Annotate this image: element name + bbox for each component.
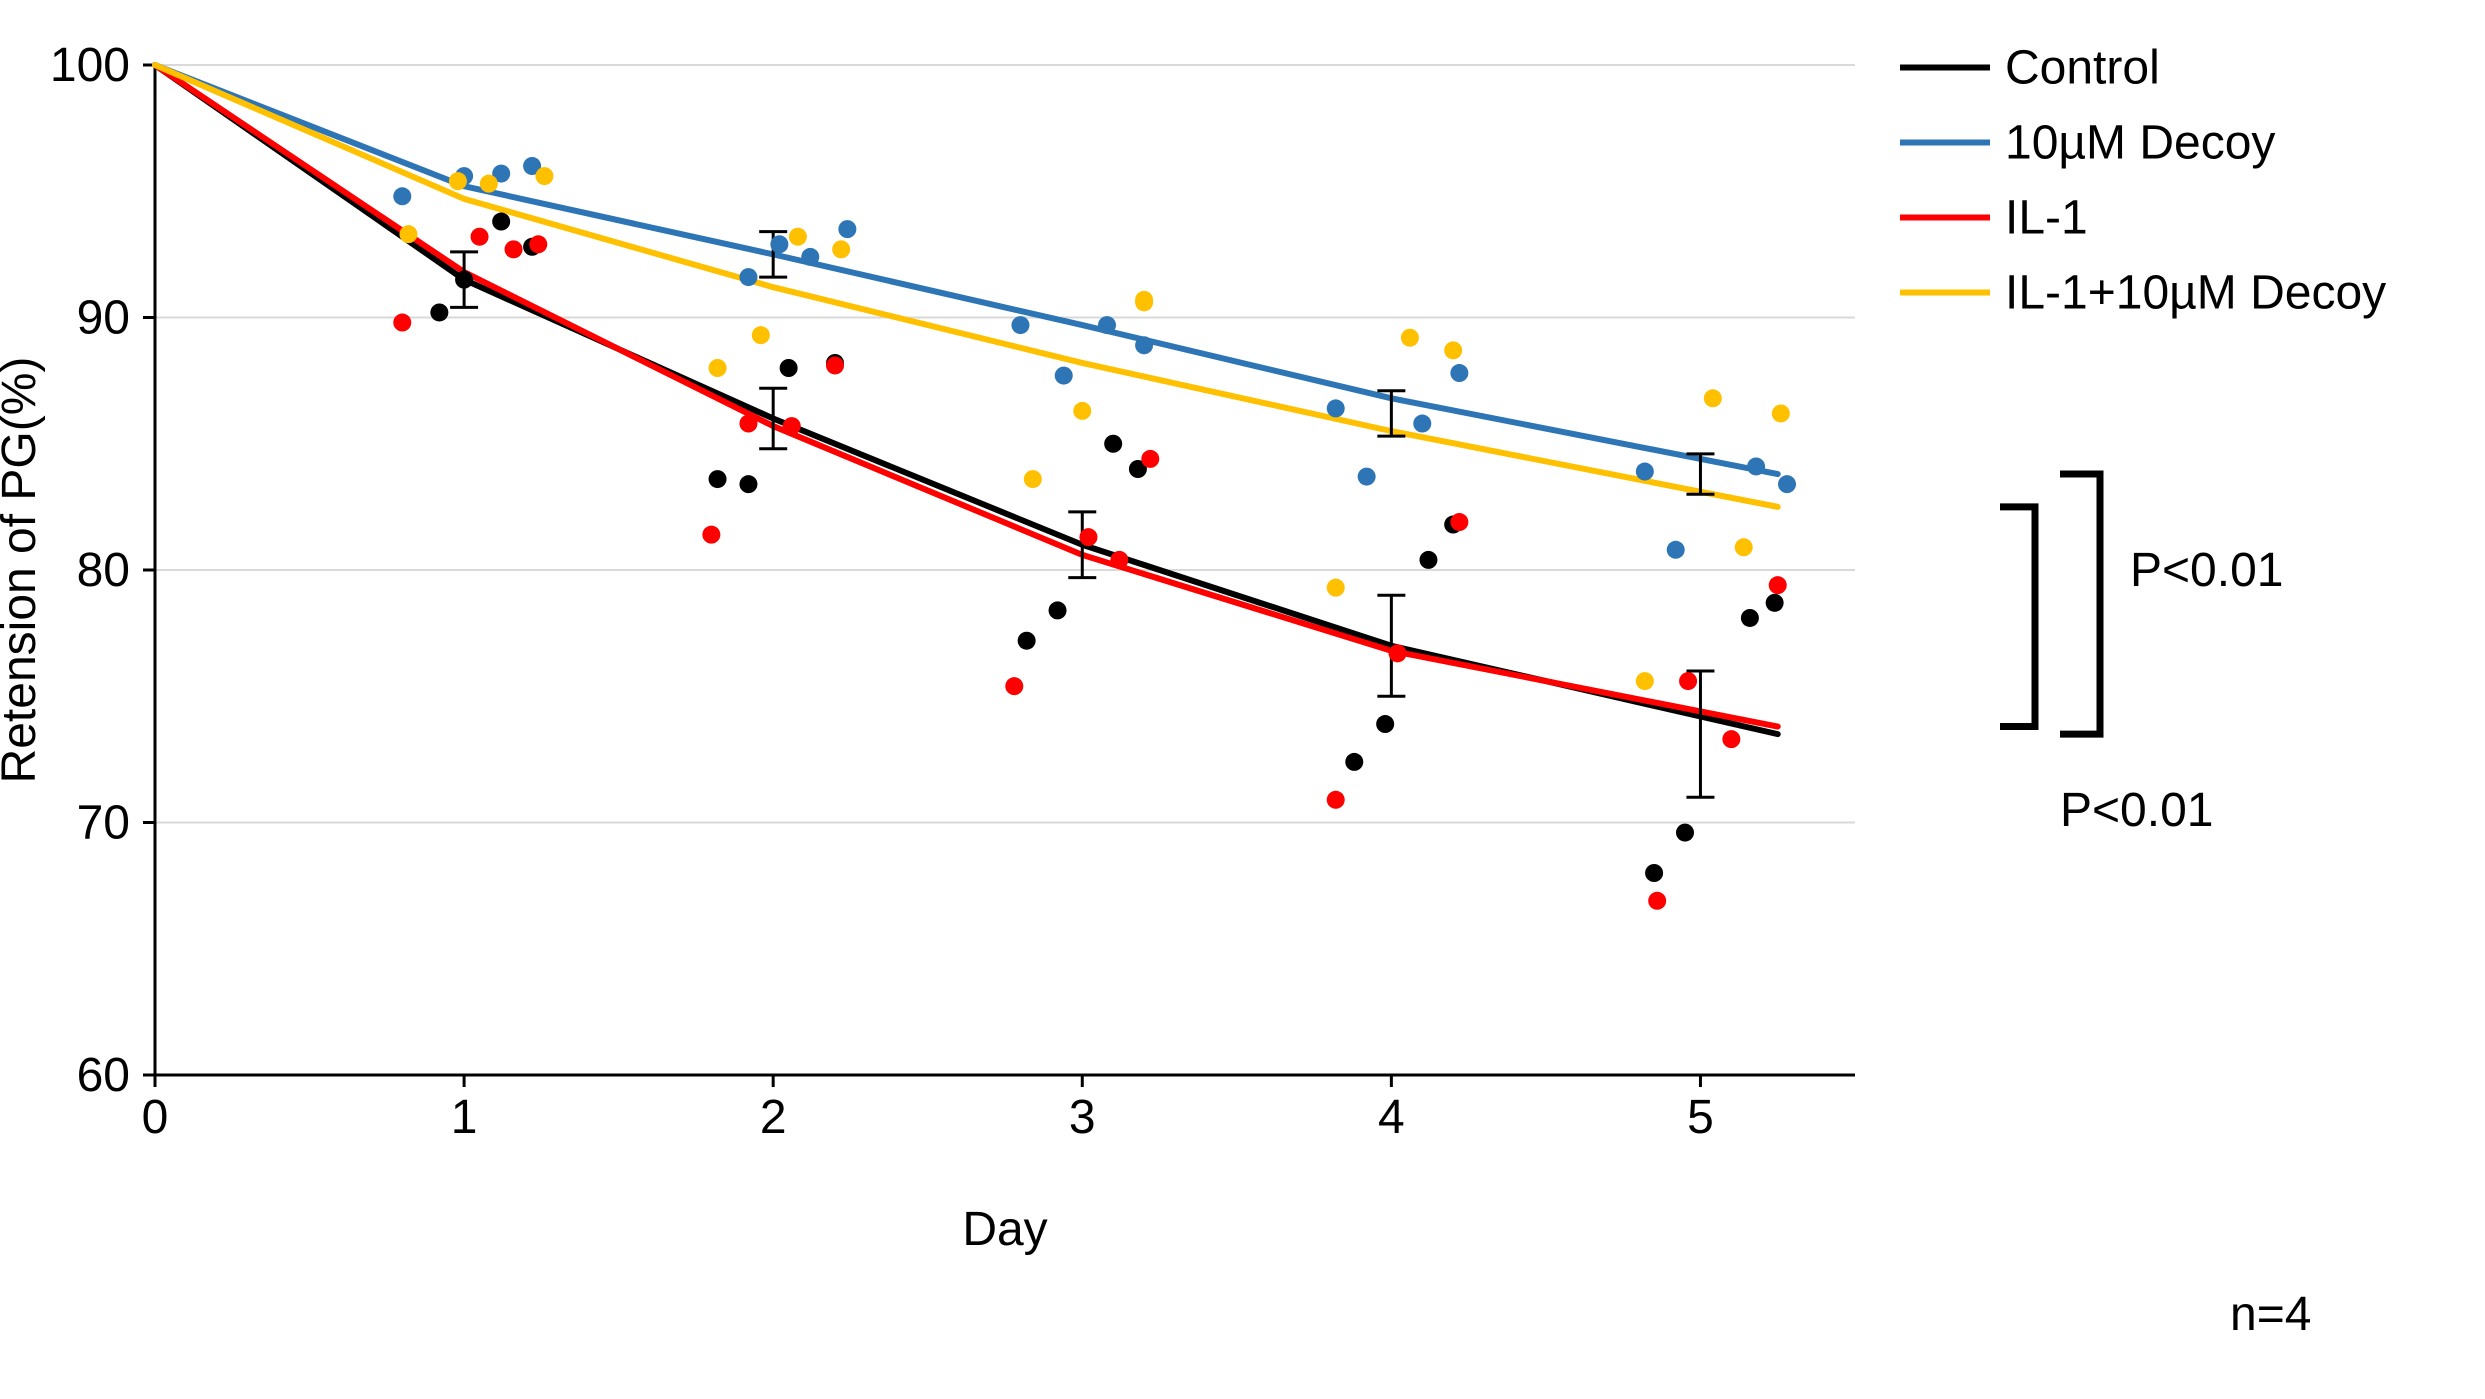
point-series-3 — [1135, 293, 1153, 311]
point-series-2 — [1389, 644, 1407, 662]
point-series-1 — [739, 268, 757, 286]
point-series-2 — [529, 235, 547, 253]
point-series-3 — [1772, 404, 1790, 422]
point-series-3 — [535, 167, 553, 185]
point-series-2 — [1722, 730, 1740, 748]
point-series-2 — [1110, 551, 1128, 569]
point-series-1 — [838, 220, 856, 238]
point-series-1 — [801, 248, 819, 266]
point-series-1 — [1135, 336, 1153, 354]
point-series-0 — [1018, 632, 1036, 650]
point-series-2 — [1005, 677, 1023, 695]
point-series-2 — [739, 415, 757, 433]
point-series-2 — [471, 228, 489, 246]
point-series-2 — [1769, 576, 1787, 594]
point-series-3 — [1636, 672, 1654, 690]
y-tick-label: 80 — [77, 544, 130, 597]
point-series-3 — [1073, 402, 1091, 420]
legend-label: 10µM Decoy — [2005, 117, 2275, 170]
point-series-1 — [1667, 541, 1685, 559]
point-series-1 — [393, 187, 411, 205]
point-series-2 — [1327, 791, 1345, 809]
point-series-1 — [1636, 463, 1654, 481]
point-series-0 — [1376, 715, 1394, 733]
x-axis-label: Day — [962, 1203, 1047, 1256]
x-tick-label: 2 — [760, 1091, 787, 1144]
point-series-0 — [430, 303, 448, 321]
x-tick-label: 5 — [1687, 1091, 1714, 1144]
point-series-0 — [1345, 753, 1363, 771]
point-series-3 — [789, 228, 807, 246]
point-series-0 — [1104, 435, 1122, 453]
point-series-2 — [1679, 672, 1697, 690]
y-tick-label: 60 — [77, 1049, 130, 1102]
point-series-1 — [1358, 468, 1376, 486]
point-series-0 — [739, 475, 757, 493]
point-series-3 — [480, 175, 498, 193]
point-series-1 — [1450, 364, 1468, 382]
point-series-3 — [1704, 389, 1722, 407]
x-tick-label: 1 — [451, 1091, 478, 1144]
point-series-3 — [1444, 341, 1462, 359]
point-series-1 — [1055, 367, 1073, 385]
p-value-label: P<0.01 — [2060, 784, 2213, 837]
x-tick-label: 0 — [142, 1091, 169, 1144]
point-series-3 — [709, 359, 727, 377]
point-series-3 — [752, 326, 770, 344]
x-tick-label: 3 — [1069, 1091, 1096, 1144]
point-series-2 — [1648, 892, 1666, 910]
point-series-0 — [1766, 594, 1784, 612]
legend-label: Control — [2005, 42, 2160, 95]
y-axis-label: Retension of PG(%) — [0, 357, 46, 784]
point-series-2 — [1450, 513, 1468, 531]
point-series-2 — [505, 240, 523, 258]
point-series-0 — [1419, 551, 1437, 569]
point-series-1 — [1011, 316, 1029, 334]
chart-container: 60 70 80 90 100 0 1 2 3 4 5 Day Retension of PG(%) Co… — [0, 0, 2485, 1399]
n-label: n=4 — [2230, 1288, 2311, 1341]
point-series-0 — [1676, 824, 1694, 842]
point-series-1 — [770, 235, 788, 253]
point-series-2 — [393, 314, 411, 332]
point-series-1 — [1747, 457, 1765, 475]
point-series-1 — [1327, 399, 1345, 417]
point-series-3 — [1024, 470, 1042, 488]
point-series-3 — [1327, 579, 1345, 597]
point-series-3 — [832, 240, 850, 258]
point-series-0 — [1645, 864, 1663, 882]
point-series-0 — [1741, 609, 1759, 627]
point-series-3 — [1735, 538, 1753, 556]
point-series-2 — [1141, 450, 1159, 468]
point-series-2 — [1079, 528, 1097, 546]
line-scatter-chart: 60 70 80 90 100 0 1 2 3 4 5 Day Retension of PG(%) Co… — [0, 0, 2485, 1399]
y-tick-label: 100 — [50, 39, 130, 92]
y-tick-label: 70 — [77, 797, 130, 850]
point-series-0 — [455, 271, 473, 289]
legend-label: IL-1 — [2005, 192, 2088, 245]
x-tick-label: 4 — [1378, 1091, 1405, 1144]
p-value-label: P<0.01 — [2130, 544, 2283, 597]
point-series-0 — [1049, 601, 1067, 619]
point-series-0 — [780, 359, 798, 377]
point-series-2 — [702, 526, 720, 544]
legend-label: IL-1+10µM Decoy — [2005, 267, 2386, 320]
point-series-3 — [1401, 329, 1419, 347]
point-series-0 — [492, 213, 510, 231]
point-series-2 — [826, 356, 844, 374]
point-series-3 — [449, 172, 467, 190]
y-tick-label: 90 — [77, 292, 130, 345]
point-series-2 — [783, 417, 801, 435]
point-series-1 — [1413, 415, 1431, 433]
point-series-3 — [399, 225, 417, 243]
point-series-1 — [1778, 475, 1796, 493]
point-series-1 — [1098, 316, 1116, 334]
point-series-0 — [709, 470, 727, 488]
